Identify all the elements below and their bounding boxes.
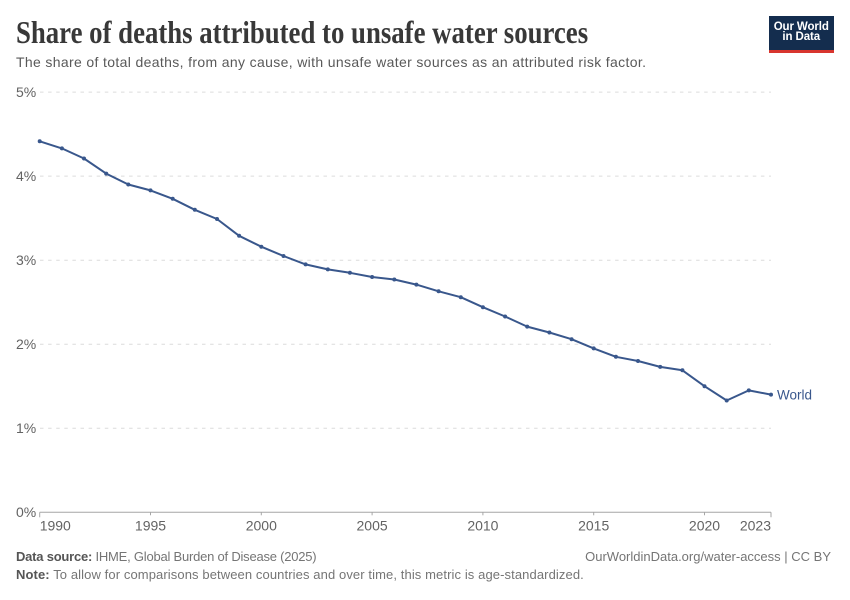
svg-text:1995: 1995 (135, 518, 166, 534)
svg-text:2005: 2005 (357, 518, 388, 534)
svg-text:0%: 0% (16, 504, 36, 520)
svg-text:5%: 5% (16, 84, 36, 100)
svg-text:World: World (777, 388, 812, 403)
svg-text:3%: 3% (16, 252, 36, 268)
svg-text:2015: 2015 (578, 518, 609, 534)
svg-text:2000: 2000 (246, 518, 277, 534)
svg-text:2023: 2023 (740, 518, 771, 534)
svg-text:4%: 4% (16, 168, 36, 184)
svg-text:2010: 2010 (467, 518, 498, 534)
svg-text:2%: 2% (16, 336, 36, 352)
svg-text:2020: 2020 (689, 518, 720, 534)
svg-text:1%: 1% (16, 420, 36, 436)
svg-text:1990: 1990 (40, 518, 71, 534)
